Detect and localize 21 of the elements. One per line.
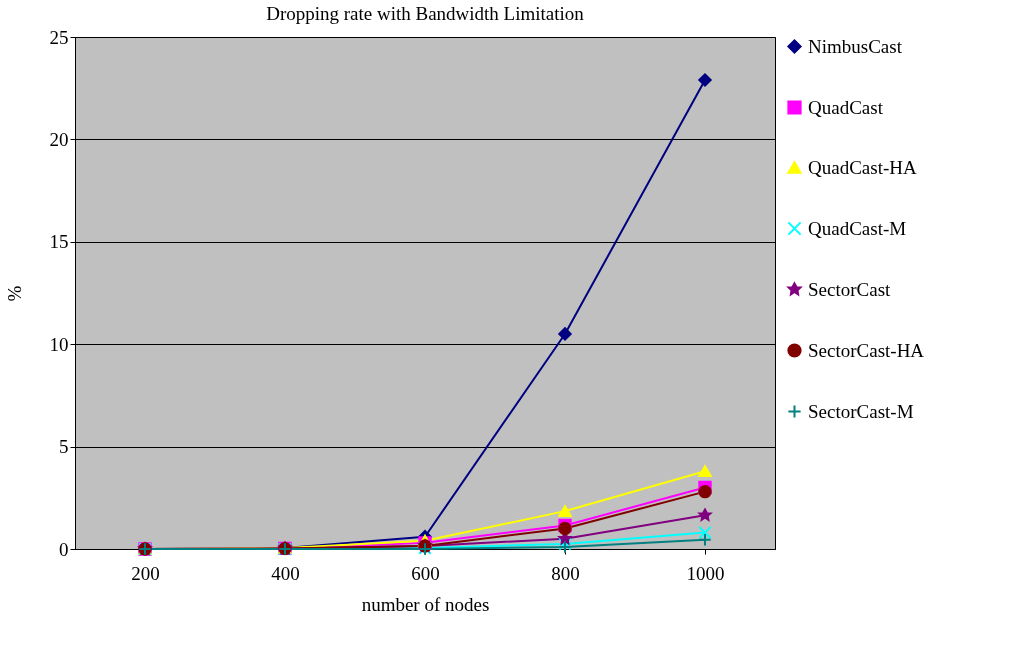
y-tick-label: 0 bbox=[59, 538, 69, 560]
chart-title: Dropping rate with Bandwidth Limitation bbox=[266, 3, 585, 24]
legend-label: SectorCast-M bbox=[808, 400, 914, 422]
y-tick-label: 10 bbox=[49, 333, 69, 355]
legend-label: QuadCast-HA bbox=[808, 156, 917, 178]
x-tick-label: 800 bbox=[551, 562, 580, 584]
y-tick-label: 15 bbox=[49, 231, 69, 253]
legend-label: SectorCast-HA bbox=[808, 339, 925, 361]
y-axis-title: % bbox=[3, 285, 25, 302]
x-tick-label: 1000 bbox=[686, 562, 725, 584]
x-tick-label: 400 bbox=[271, 562, 300, 584]
y-tick-label: 5 bbox=[59, 436, 69, 458]
x-tick-label: 600 bbox=[411, 562, 440, 584]
legend-label: QuadCast-M bbox=[808, 217, 907, 239]
y-tick-label: 25 bbox=[49, 26, 69, 48]
y-tick-label: 20 bbox=[49, 128, 69, 150]
legend-label: SectorCast bbox=[808, 278, 892, 300]
x-axis-title: number of nodes bbox=[361, 593, 490, 615]
legend-label: NimbusCast bbox=[808, 35, 903, 57]
x-tick-label: 200 bbox=[131, 562, 160, 584]
legend-label: QuadCast bbox=[808, 96, 884, 118]
